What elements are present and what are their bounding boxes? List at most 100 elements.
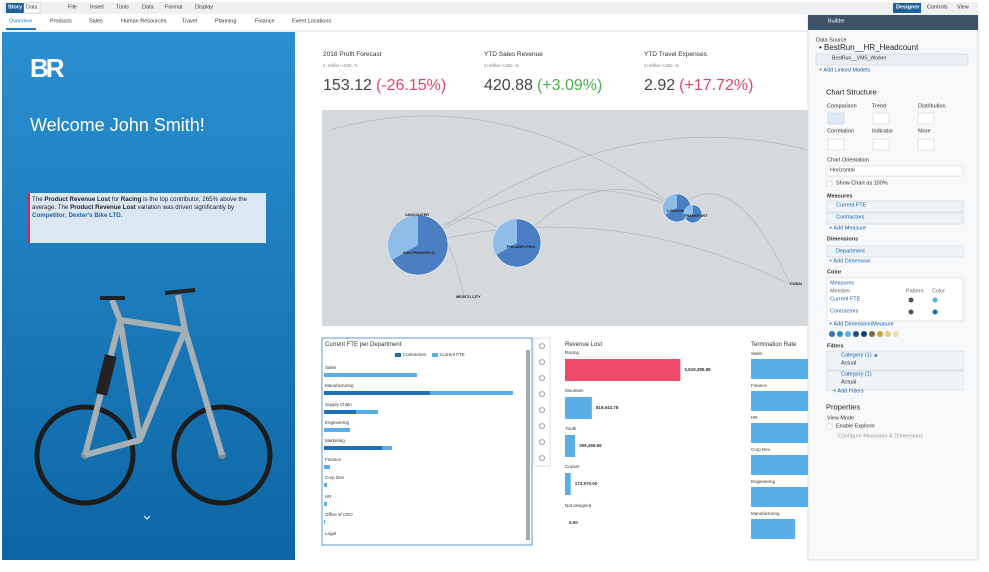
cities: DUBAI: [790, 282, 803, 287]
subtitle: In Million USD, %: [644, 62, 680, 68]
route: [329, 115, 678, 209]
name[interactable]: Category (1): [841, 371, 872, 378]
chart-types[interactable]: More: [918, 128, 931, 135]
modes[interactable]: Controls: [927, 4, 948, 11]
tabs[interactable]: Products: [50, 18, 72, 25]
add-dimension[interactable]: + Add Dimension: [829, 258, 871, 265]
categories: HR: [325, 493, 332, 499]
tool-icon: [539, 407, 545, 413]
modes[interactable]: Designer: [896, 4, 920, 11]
tabs[interactable]: Overview: [9, 18, 32, 25]
insight-text: Product Revenue Lost: [44, 196, 111, 203]
value-labels: 309,495.66: [579, 442, 602, 448]
insight-bg: [28, 193, 266, 243]
chart-types[interactable]: Indicator: [872, 128, 894, 135]
categories: Not assigned: [565, 502, 592, 508]
story-button: [6, 3, 24, 13]
subtitle: In Million USD, %: [484, 62, 520, 68]
add-filters[interactable]: + Add Filters: [833, 388, 864, 395]
tabs[interactable]: Event Locations: [292, 18, 332, 25]
scrollbar: [526, 350, 530, 540]
chart-types[interactable]: Comparison: [827, 103, 857, 110]
legend-swatch: [395, 353, 401, 357]
bar: [324, 391, 430, 395]
bar: [324, 483, 327, 487]
tabs[interactable]: Human Resources: [121, 18, 167, 25]
name: Contractors: [403, 351, 427, 357]
wheel: [171, 404, 273, 506]
filters-label: Filters: [827, 343, 844, 350]
tab-underline: [6, 28, 36, 30]
bar: [324, 373, 417, 377]
kpi-value: 153.12 (-26.15%): [323, 78, 446, 94]
bar: [324, 410, 356, 414]
add-color[interactable]: + Add Dimension/Measure: [829, 321, 894, 328]
palette-swatch: [877, 331, 883, 337]
menus[interactable]: Tools: [116, 4, 129, 11]
chart-toolbar: [533, 337, 551, 467]
orientation-label: Chart Orientation: [827, 157, 869, 164]
enable-explorer[interactable]: Enable Explorer: [836, 423, 876, 430]
field-box: [826, 165, 964, 177]
orientation[interactable]: Horizontal: [830, 167, 855, 174]
menus[interactable]: Format: [165, 4, 183, 11]
insight-text: variation was driven significantly by: [135, 204, 235, 212]
data-source: Data Source: [816, 37, 847, 44]
bar: [751, 487, 808, 507]
menus[interactable]: Display: [195, 4, 214, 11]
bar: [356, 410, 378, 414]
headers: Member: [830, 288, 851, 295]
categories: HR: [751, 414, 758, 420]
menus[interactable]: Data: [142, 4, 154, 11]
title: YTD Sales Revenue: [484, 50, 543, 58]
tool-icon: [539, 455, 545, 461]
cities: FRANKFURT: [684, 214, 708, 219]
tabs[interactable]: Travel: [182, 18, 198, 25]
toolbar: [2, 2, 978, 14]
frame: [82, 294, 225, 458]
chart-types[interactable]: Distribution: [918, 103, 946, 110]
battery: [95, 354, 117, 396]
insight-border: [28, 193, 30, 243]
kpi-change: (-26.15%): [375, 77, 447, 94]
palette-swatch: [869, 331, 875, 337]
tabs[interactable]: Planning: [215, 18, 237, 25]
add-linked[interactable]: + Add Linked Models: [819, 67, 871, 74]
tabs[interactable]: Sales: [89, 18, 103, 25]
field-box: [872, 112, 890, 125]
categories: Racing: [565, 349, 580, 355]
handlebar: [100, 288, 196, 300]
insight-link[interactable]: Competitor: [32, 212, 65, 220]
tool-icon: [539, 439, 545, 445]
insight-link[interactable]: Dexter's Bike LTD.: [68, 212, 123, 220]
swatch: [908, 297, 914, 303]
chart-types[interactable]: Correlation: [827, 128, 854, 135]
bar: [324, 520, 325, 524]
bar: [324, 446, 382, 450]
title: 2018 Profit Forecast: [323, 50, 382, 58]
measures: Contractors: [836, 214, 865, 221]
name[interactable]: Category (1) ▲: [841, 352, 879, 359]
kpi-value: 420.88 (+3.09%): [484, 78, 602, 94]
add-measure[interactable]: + Add Measure: [829, 225, 867, 232]
bar: [565, 397, 592, 419]
value: Actual: [841, 379, 857, 386]
categories: Legal: [325, 530, 337, 536]
tool-icon: [539, 423, 545, 429]
insight-box: The Product Revenue Lost for Racing is t…: [32, 196, 262, 220]
menus[interactable]: Insert: [90, 4, 104, 11]
categories: Manufacturing: [325, 382, 354, 388]
story: Story: [8, 4, 23, 11]
show-100[interactable]: Show Chart as 100%: [836, 180, 888, 187]
greeting: Welcome John Smith!: [30, 115, 205, 135]
insight-text: for: [110, 196, 121, 203]
chart-types[interactable]: Trend: [872, 103, 887, 110]
value-labels: 173,970.00: [574, 480, 598, 486]
tabs[interactable]: Finance: [255, 18, 275, 25]
categories: Office of CEO: [325, 511, 353, 517]
tool-icon: [539, 375, 545, 381]
pie-slice: [387, 214, 418, 260]
members: Contractors: [830, 308, 859, 315]
menus[interactable]: File: [68, 4, 77, 11]
modes[interactable]: View: [957, 4, 969, 11]
